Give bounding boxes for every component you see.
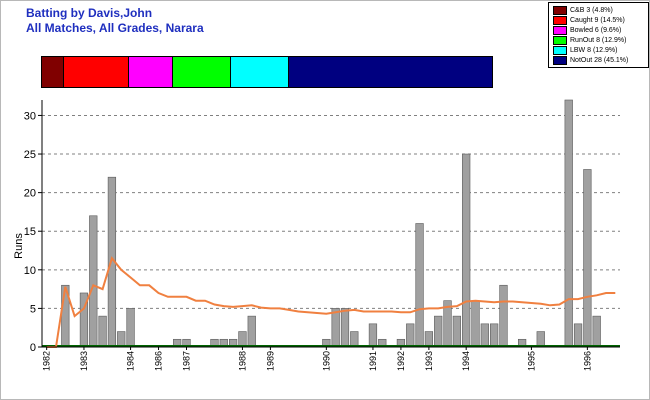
x-tick-label: 1984	[126, 351, 136, 371]
legend-label: C&B 3 (4.8%)	[570, 6, 613, 14]
run-bar	[98, 315, 107, 348]
dismissal-legend: C&B 3 (4.8%) Caught 9 (14.5%) Bowled 6 (9.…	[548, 2, 649, 68]
y-tick-label: 25	[24, 149, 36, 161]
run-bar	[331, 308, 340, 348]
dismissal-stacked-bar	[41, 56, 493, 88]
legend-swatch	[553, 15, 567, 25]
run-bar	[592, 315, 601, 348]
legend-swatch	[553, 35, 567, 45]
legend-swatch	[553, 25, 567, 35]
y-tick-label: 30	[24, 110, 36, 122]
run-bar	[499, 284, 508, 348]
x-tick-label: 1989	[265, 351, 275, 371]
legend-label: Caught 9 (14.5%)	[570, 16, 625, 24]
chart-subtitle: All Matches, All Grades, Narara	[26, 21, 204, 35]
y-tick-label: 0	[30, 342, 36, 354]
legend-label: RunOut 8 (12.9%)	[570, 36, 627, 44]
run-bar	[340, 308, 350, 348]
legend-item: LBW 8 (12.9%)	[553, 45, 617, 55]
chart-title: Batting by Davis,John	[26, 6, 153, 20]
y-tick-label: 15	[24, 226, 36, 238]
y-tick-label: 5	[30, 303, 36, 315]
run-bar	[126, 308, 135, 348]
y-tick-label: 10	[24, 265, 36, 277]
run-bar	[415, 223, 424, 348]
legend-label: LBW 8 (12.9%)	[570, 46, 618, 54]
run-bar	[583, 169, 592, 348]
run-bar	[536, 331, 545, 348]
run-bar	[452, 315, 461, 348]
run-bar	[490, 323, 499, 348]
run-bar	[238, 331, 247, 348]
legend-swatch	[553, 45, 567, 55]
average-line	[46, 256, 616, 348]
legend-label: Bowled 6 (9.6%)	[570, 26, 622, 34]
x-tick-label: 1994	[461, 351, 471, 371]
x-tick-label: 1987	[182, 351, 192, 371]
run-bar	[117, 331, 126, 348]
run-bar	[89, 215, 98, 348]
run-bar	[350, 331, 359, 348]
legend-label: NotOut 28 (45.1%)	[570, 56, 629, 64]
run-bar	[434, 315, 443, 348]
run-bar	[471, 300, 480, 348]
x-tick-label: 1991	[368, 351, 378, 371]
legend-item: Caught 9 (14.5%)	[553, 15, 625, 25]
legend-item: Bowled 6 (9.6%)	[553, 25, 621, 35]
dismissal-segment	[172, 57, 231, 87]
legend-item: C&B 3 (4.8%)	[553, 5, 613, 15]
dismissal-segment	[230, 57, 289, 87]
x-tick-label: 1995	[526, 351, 536, 371]
x-tick-label: 1983	[79, 351, 89, 371]
y-tick-label: 20	[24, 188, 36, 200]
x-tick-label: 1988	[237, 351, 247, 371]
run-bar	[480, 323, 489, 348]
legend-item: NotOut 28 (45.1%)	[553, 55, 628, 65]
run-bar	[247, 315, 256, 348]
x-tick-label: 1996	[582, 351, 592, 371]
x-tick-label: 1990	[321, 351, 331, 371]
run-bar	[368, 323, 378, 348]
run-bar	[424, 331, 434, 348]
dismissal-segment	[42, 57, 64, 87]
legend-swatch	[553, 5, 567, 15]
run-bar	[406, 323, 415, 348]
legend-swatch	[553, 55, 567, 65]
dismissal-segment	[288, 57, 492, 87]
run-bar	[564, 99, 573, 348]
dismissal-segment	[129, 57, 173, 87]
x-tick-label: 1986	[154, 351, 164, 371]
x-tick-label: 1993	[424, 351, 434, 371]
x-tick-label: 1992	[396, 351, 406, 371]
run-bar	[462, 153, 471, 348]
run-bar	[573, 323, 583, 348]
dismissal-segment	[63, 57, 130, 87]
legend-item: RunOut 8 (12.9%)	[553, 35, 626, 45]
x-tick-label: 1982	[42, 351, 52, 371]
